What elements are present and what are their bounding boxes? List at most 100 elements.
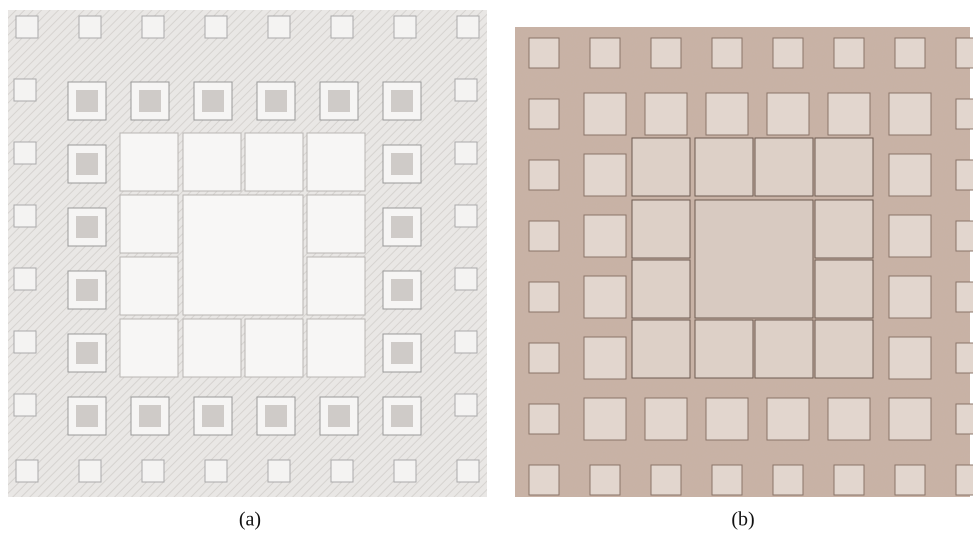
cube [584, 398, 626, 440]
cube-infill [391, 342, 413, 364]
small-cube [142, 460, 164, 482]
small-cube [14, 142, 36, 164]
block [632, 138, 690, 196]
small-cube [14, 205, 36, 227]
cube [889, 215, 931, 257]
small-cube [14, 79, 36, 101]
small-cube [394, 460, 416, 482]
small-cube [14, 394, 36, 416]
cube [645, 93, 687, 135]
cube [889, 154, 931, 196]
cube [651, 465, 681, 495]
cube-infill [391, 405, 413, 427]
cube-infill [139, 90, 161, 112]
block [632, 260, 690, 318]
cube [956, 221, 973, 251]
cube [645, 398, 687, 440]
photo-b [515, 27, 973, 497]
cube-infill [391, 90, 413, 112]
cube [706, 398, 748, 440]
cube-infill [76, 90, 98, 112]
figure: (a) (b) [0, 0, 973, 537]
small-cube [14, 331, 36, 353]
cube [895, 38, 925, 68]
center-block [695, 200, 813, 318]
cube-infill [265, 90, 287, 112]
cube-infill [391, 216, 413, 238]
cube [584, 215, 626, 257]
cube-infill [328, 90, 350, 112]
small-cube [455, 268, 477, 290]
block [815, 200, 873, 258]
block [183, 319, 241, 377]
cube [767, 93, 809, 135]
cube [651, 38, 681, 68]
cube [584, 276, 626, 318]
block [815, 260, 873, 318]
cube [956, 38, 973, 68]
cube [889, 276, 931, 318]
cube [828, 93, 870, 135]
small-cube [455, 394, 477, 416]
cube [590, 465, 620, 495]
block [632, 200, 690, 258]
cube-infill [76, 153, 98, 175]
cube [529, 404, 559, 434]
cube [773, 465, 803, 495]
cube [828, 398, 870, 440]
cube [529, 99, 559, 129]
cube [712, 38, 742, 68]
small-cube [394, 16, 416, 38]
small-cube [331, 16, 353, 38]
cube [584, 337, 626, 379]
block [307, 257, 365, 315]
block [815, 138, 873, 196]
cube-infill [76, 405, 98, 427]
small-cube [205, 16, 227, 38]
block [120, 257, 178, 315]
cube [889, 398, 931, 440]
cube-infill [76, 216, 98, 238]
small-cube [268, 16, 290, 38]
small-cube [455, 205, 477, 227]
block [307, 195, 365, 253]
cube [956, 465, 973, 495]
small-cube [457, 16, 479, 38]
cube [529, 38, 559, 68]
cube-infill [202, 405, 224, 427]
cube [712, 465, 742, 495]
cube [956, 404, 973, 434]
block [307, 319, 365, 377]
cube [956, 343, 973, 373]
small-cube [455, 331, 477, 353]
cube-infill [139, 405, 161, 427]
cube [956, 99, 973, 129]
cube-infill [76, 279, 98, 301]
figure-canvas: (a) (b) [0, 0, 973, 537]
cube-infill [328, 405, 350, 427]
block [245, 133, 303, 191]
block [307, 133, 365, 191]
cube-infill [391, 279, 413, 301]
block [695, 320, 753, 378]
cube [584, 93, 626, 135]
cube-infill [202, 90, 224, 112]
cube [895, 465, 925, 495]
small-cube [16, 460, 38, 482]
cube-infill [265, 405, 287, 427]
small-cube [331, 460, 353, 482]
panel-label: (b) [731, 509, 754, 531]
photo-a [8, 10, 487, 497]
cube-infill [391, 153, 413, 175]
cube [706, 93, 748, 135]
block [695, 138, 753, 196]
block [815, 320, 873, 378]
cube [889, 337, 931, 379]
cube [834, 38, 864, 68]
block [120, 319, 178, 377]
small-cube [16, 16, 38, 38]
cube [584, 154, 626, 196]
small-cube [79, 460, 101, 482]
cube-infill [76, 342, 98, 364]
cube [529, 343, 559, 373]
